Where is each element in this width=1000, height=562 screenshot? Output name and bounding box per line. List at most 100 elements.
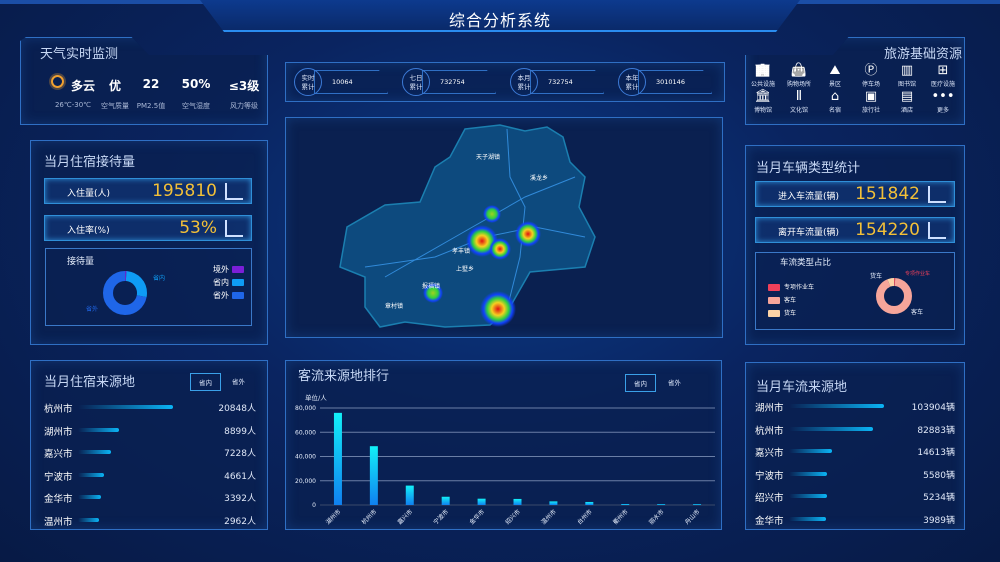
legend-item: 境外 xyxy=(213,264,244,275)
donut-label-province-in: 省内 xyxy=(153,275,166,282)
resource-more-dots[interactable]: ••• 更多 xyxy=(928,89,958,114)
resource-building-tree[interactable]: 🏢 公共设施 xyxy=(748,63,778,88)
bar[interactable] xyxy=(585,501,594,505)
stat-value: 3010146 xyxy=(656,78,685,86)
source-row: 杭州市 20848人 xyxy=(44,399,256,415)
source-row: 湖州市 103904辆 xyxy=(755,398,955,414)
map-place-label: 上墅乡 xyxy=(456,266,475,273)
donut-slice[interactable] xyxy=(103,271,147,315)
resource-shopping-bag[interactable]: 👜 购物场所 xyxy=(784,63,814,88)
resources-title: 旅游基础资源 xyxy=(884,47,963,62)
donut-slice[interactable] xyxy=(876,278,912,314)
donut-label-bus: 客车 xyxy=(911,309,924,316)
weather-condition: 多云 xyxy=(70,79,95,93)
source-row: 金华市 3392人 xyxy=(44,489,256,505)
resource-mountain[interactable]: ⛰ 景区 xyxy=(820,63,850,88)
tab-in-province[interactable]: 省内 xyxy=(190,373,221,391)
bar[interactable] xyxy=(657,504,666,505)
value-bar xyxy=(789,426,873,431)
donut-label-truck: 货车 xyxy=(870,273,883,280)
city-value: 7228人 xyxy=(224,449,256,459)
kpi-value: 151842 xyxy=(855,184,920,204)
x-tick-label: 金华市 xyxy=(468,508,486,526)
resource-label: 图书馆 xyxy=(897,81,916,88)
city-name: 嘉兴市 xyxy=(44,449,73,460)
resource-column[interactable]: Ⅱ 文化馆 xyxy=(784,89,814,114)
map-place-label: 天子湖镇 xyxy=(476,154,501,161)
kpi-label: 入住量(人) xyxy=(67,189,111,199)
map-place-label: 孝丰镇 xyxy=(452,248,471,255)
museum-icon: 🏛 xyxy=(754,89,772,104)
stat-card: 本年 累计 3010146 xyxy=(616,66,714,98)
county-region xyxy=(339,124,596,328)
y-tick-label: 20,000 xyxy=(295,478,316,485)
donut-label-province-out: 省外 xyxy=(86,306,99,313)
resource-hotel[interactable]: ▤ 酒店 xyxy=(892,89,922,114)
bar[interactable] xyxy=(405,485,414,505)
stat-label-line2: 累计 xyxy=(625,83,639,91)
vehicle-source-title: 当月车流来源地 xyxy=(756,380,848,395)
legend-swatch xyxy=(768,310,780,317)
city-name: 杭州市 xyxy=(755,425,784,437)
pm25-value: 22 xyxy=(142,77,160,91)
city-name: 嘉兴市 xyxy=(755,448,784,459)
city-name: 绍兴市 xyxy=(755,493,784,504)
source-row: 宁波市 4661人 xyxy=(44,467,256,483)
city-name: 杭州市 xyxy=(44,404,73,415)
value-bar xyxy=(789,516,827,521)
reception-donut-box xyxy=(45,248,252,326)
kpi-value: 195810 xyxy=(152,181,217,201)
stat-label-line2: 累计 xyxy=(301,83,315,91)
source-row: 宁波市 5580辆 xyxy=(755,466,955,482)
tab-out-province[interactable]: 省外 xyxy=(232,378,245,386)
bar[interactable] xyxy=(477,498,486,505)
donut-slice[interactable] xyxy=(876,278,912,314)
value-bar xyxy=(789,471,827,476)
wind-value: ≤3级 xyxy=(228,79,260,93)
resource-label: 旅行社 xyxy=(861,107,880,114)
stat-card: 七日 累计 732754 xyxy=(400,66,498,98)
resource-museum[interactable]: 🏛 博物馆 xyxy=(748,89,778,114)
leaving-vehicles-card: 离开车流量(辆) 154220 xyxy=(755,217,955,243)
x-tick-label: 宁波市 xyxy=(432,508,450,526)
shopping-bag-icon: 👜 xyxy=(790,63,808,78)
city-value: 3392人 xyxy=(224,494,256,504)
tab-out-province[interactable]: 省外 xyxy=(668,379,681,387)
y-tick-label: 40,000 xyxy=(295,454,316,461)
chart-title: 客流来源地排行 xyxy=(298,369,390,384)
resource-luggage[interactable]: ▣ 旅行社 xyxy=(856,89,886,114)
bar[interactable] xyxy=(693,504,702,505)
books-icon: ▥ xyxy=(900,63,914,78)
resource-parking[interactable]: Ⓟ 停车场 xyxy=(856,63,886,88)
tab-in-province[interactable]: 省内 xyxy=(625,374,656,392)
source-row: 嘉兴市 14613辆 xyxy=(755,443,955,459)
city-value: 5234辆 xyxy=(923,493,955,503)
legend-item: 省内 xyxy=(213,277,244,288)
city-name: 宁波市 xyxy=(44,471,73,483)
trend-chart-icon xyxy=(225,220,243,237)
legend-label: 省外 xyxy=(213,291,229,300)
resource-books[interactable]: ▥ 图书馆 xyxy=(892,63,922,88)
bar[interactable] xyxy=(513,498,522,505)
x-tick-label: 绍兴市 xyxy=(504,508,522,526)
value-bar xyxy=(78,517,99,522)
city-name: 金华市 xyxy=(44,494,73,505)
bar[interactable] xyxy=(369,446,378,505)
resource-house[interactable]: ⌂ 名宿 xyxy=(820,89,850,114)
legend-swatch xyxy=(768,284,780,291)
resource-label: 医疗设施 xyxy=(930,81,955,88)
y-tick-label: 0 xyxy=(312,502,316,509)
bar[interactable] xyxy=(549,501,558,505)
city-value: 4661人 xyxy=(224,471,256,482)
heat-map[interactable] xyxy=(285,117,723,338)
stat-card: 实时 累计 10064 xyxy=(292,66,390,98)
reception-donut-title: 接待量 xyxy=(67,257,95,267)
bar[interactable] xyxy=(621,504,630,505)
resource-medical-kit[interactable]: ⊞ 医疗设施 xyxy=(928,63,958,88)
city-value: 2962人 xyxy=(224,516,256,527)
donut-slice[interactable] xyxy=(103,271,147,315)
bar[interactable] xyxy=(441,496,450,505)
bar[interactable] xyxy=(333,412,342,505)
city-name: 湖州市 xyxy=(44,426,73,438)
source-ranking-panel xyxy=(285,360,722,530)
